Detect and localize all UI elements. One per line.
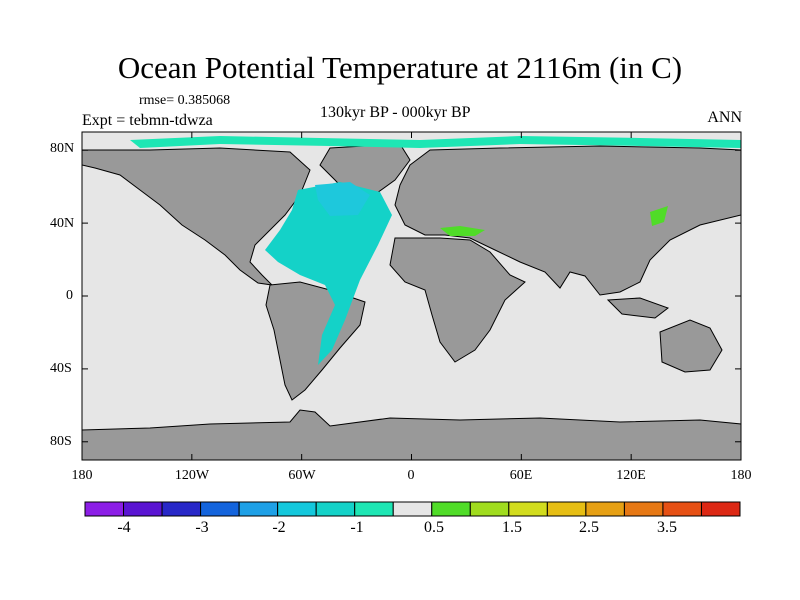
colorbar-box — [469, 501, 510, 517]
anomaly-patches — [130, 136, 741, 365]
lon-label-180e: 180 — [730, 468, 752, 483]
colorbar-label: 2.5 — [579, 519, 599, 536]
plot-subtitle: 130kyr BP - 000kyr BP — [320, 104, 471, 121]
lat-label-40n: 40N — [50, 216, 75, 231]
lat-label-0: 0 — [66, 288, 73, 303]
colorbar-label: 0.5 — [424, 519, 444, 536]
colorbar-boxes — [84, 501, 741, 517]
lat-label-80n: 80N — [50, 141, 75, 156]
lat-label-80s: 80S — [50, 434, 72, 449]
colorbar-label: -2 — [272, 519, 286, 536]
colorbar-box — [161, 501, 202, 517]
colorbar-label: -1 — [350, 519, 364, 536]
east-asia-warm-anomaly — [650, 206, 668, 226]
colorbar-box — [508, 501, 548, 517]
season-label: ANN — [707, 109, 742, 126]
lon-label-120w: 120W — [174, 468, 210, 483]
lon-label-180w: 180 — [71, 468, 93, 483]
colorbar-label: 3.5 — [657, 519, 677, 536]
australia — [659, 319, 723, 373]
map-ticks — [81, 132, 742, 460]
lon-label-60w: 60W — [288, 468, 316, 483]
colorbar-box — [315, 501, 356, 517]
lon-label-0: 0 — [407, 468, 415, 483]
experiment-label: Expt = tebmn-tdwza — [82, 112, 213, 129]
colorbar-box — [354, 501, 394, 517]
colorbar-label: 1.5 — [502, 519, 522, 536]
colorbar-box — [431, 501, 471, 517]
land-masses — [81, 143, 742, 461]
colorbar-box — [238, 501, 279, 517]
colorbar-label: -3 — [195, 519, 209, 536]
rmse-label: rmse= 0.385068 — [139, 93, 231, 108]
colorbar-label: -4 — [117, 519, 131, 536]
labrador-cool-anomaly — [315, 182, 370, 216]
maritime-continent — [606, 297, 670, 319]
africa — [389, 237, 526, 363]
colorbar-box — [546, 501, 587, 517]
colorbar-box — [123, 501, 163, 517]
eurasia — [394, 145, 742, 296]
colorbar-box — [200, 501, 240, 517]
lon-label-120e: 120E — [616, 468, 646, 483]
colorbar-box — [277, 501, 317, 517]
colorbar-box — [662, 501, 702, 517]
lat-label-40s: 40S — [50, 361, 72, 376]
colorbar-box — [623, 501, 664, 517]
colorbar-box — [392, 501, 433, 517]
plot-title: Ocean Potential Temperature at 2116m (in… — [117, 50, 683, 85]
colorbar-box — [700, 501, 741, 517]
mediterranean-warm-anomaly — [440, 226, 485, 236]
lon-label-60e: 60E — [509, 468, 533, 483]
colorbar-box — [84, 501, 125, 517]
north-atlantic-cool-anomaly — [265, 182, 392, 365]
arctic-cool-anomaly — [130, 136, 741, 148]
colorbar-box — [585, 501, 625, 517]
